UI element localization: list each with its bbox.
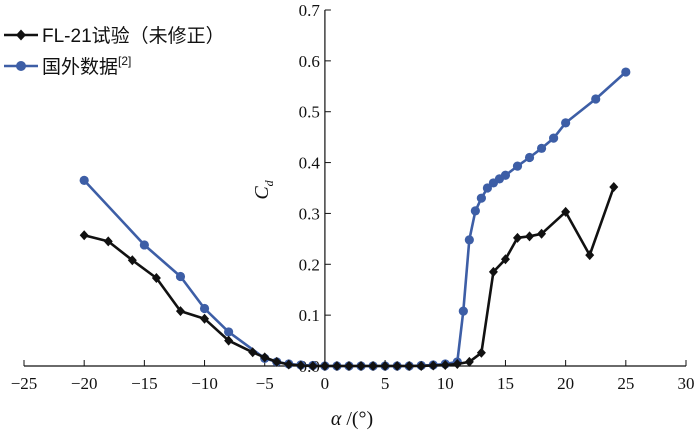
data-point [404,361,414,371]
series-foreign [79,67,631,371]
data-point [428,360,438,371]
data-point [416,361,426,371]
data-point [199,303,210,314]
data-point [609,181,619,192]
data-point [296,360,306,371]
data-point [549,133,559,143]
x-tick-label: 25 [617,374,634,393]
y-axis-title: Cd [251,179,276,199]
data-point [621,67,631,77]
data-point [525,231,535,242]
x-tick-label: 30 [678,374,695,393]
data-point [151,273,161,284]
legend-marker [16,61,26,71]
y-tick-label: 0.5 [299,103,320,122]
data-point [591,94,601,104]
y-axis-symbol: C [251,186,273,200]
data-point [476,193,486,203]
data-point [260,352,270,363]
data-point [464,356,474,367]
data-point [127,255,137,266]
data-point [284,359,294,370]
data-point [458,306,468,316]
y-tick-label: 0.1 [299,306,320,325]
x-tick-label: −25 [11,374,38,393]
y-tick-label: 0.3 [299,204,320,223]
x-tick-label: 5 [381,374,390,393]
x-tick-label: −20 [71,374,98,393]
x-tick-label: 0 [321,374,330,393]
data-point [368,361,378,371]
x-tick-label: 10 [437,374,454,393]
data-point [332,361,342,371]
x-tick-label: −10 [191,374,218,393]
data-point [380,361,390,371]
data-point [224,327,234,337]
legend-label-text: 国外数据 [42,56,118,78]
x-tick-label: −15 [131,374,158,393]
data-point [139,240,149,250]
data-point [482,183,492,193]
x-axis-unit: /(°) [341,408,373,430]
data-point [392,361,402,371]
data-point [248,347,258,358]
axes: −25−20−15−10−50510152025300.00.10.20.30.… [11,1,695,393]
data-point [356,361,366,371]
series-line [83,71,627,368]
data-point [512,232,522,243]
data-point [452,358,462,369]
data-point [500,170,511,180]
data-point [320,361,330,371]
data-point [79,175,89,185]
axis-titles: α /(°) Cd [251,179,373,430]
data-point [344,361,354,371]
data-point [537,228,547,239]
y-tick-label: 0.2 [299,255,320,274]
y-axis-subscript: d [262,179,276,186]
data-point [476,347,486,358]
data-point [470,206,480,216]
data-point [464,235,474,245]
data-point [561,118,571,128]
data-point [224,335,234,346]
data-point [103,236,113,247]
data-point [561,206,571,217]
y-tick-label: 0.6 [299,52,320,71]
data-point [536,143,547,153]
legend-label: 国外数据[2] [42,54,131,78]
series-line [83,186,616,368]
data-point [500,254,510,265]
data-point [308,361,318,371]
legend: FL-21试验（未修正） 国外数据[2] [4,25,225,78]
data-point [272,356,282,367]
x-axis-title: α /(°) [331,408,373,430]
legend-label: FL-21试验（未修正） [42,25,225,47]
data-point [175,306,185,317]
x-axis-symbol: α [331,408,342,430]
data-point [79,230,89,241]
data-point [585,250,595,261]
y-tick-label: 0.7 [299,1,321,20]
plot-area [79,67,631,371]
legend-marker [16,29,26,41]
data-point [488,266,498,277]
x-tick-label: 20 [557,374,574,393]
y-tick-label: 0.4 [299,154,321,173]
x-tick-label: −5 [256,374,274,393]
data-point [512,161,523,171]
legend-label-text: FL-21试验（未修正） [42,25,225,47]
legend-label-superscript: [2] [118,54,131,68]
series-fl21 [79,181,619,371]
data-point [175,271,186,282]
x-tick-label: 15 [497,374,514,393]
data-point [524,152,535,163]
data-point [440,359,450,370]
data-point [200,313,210,324]
